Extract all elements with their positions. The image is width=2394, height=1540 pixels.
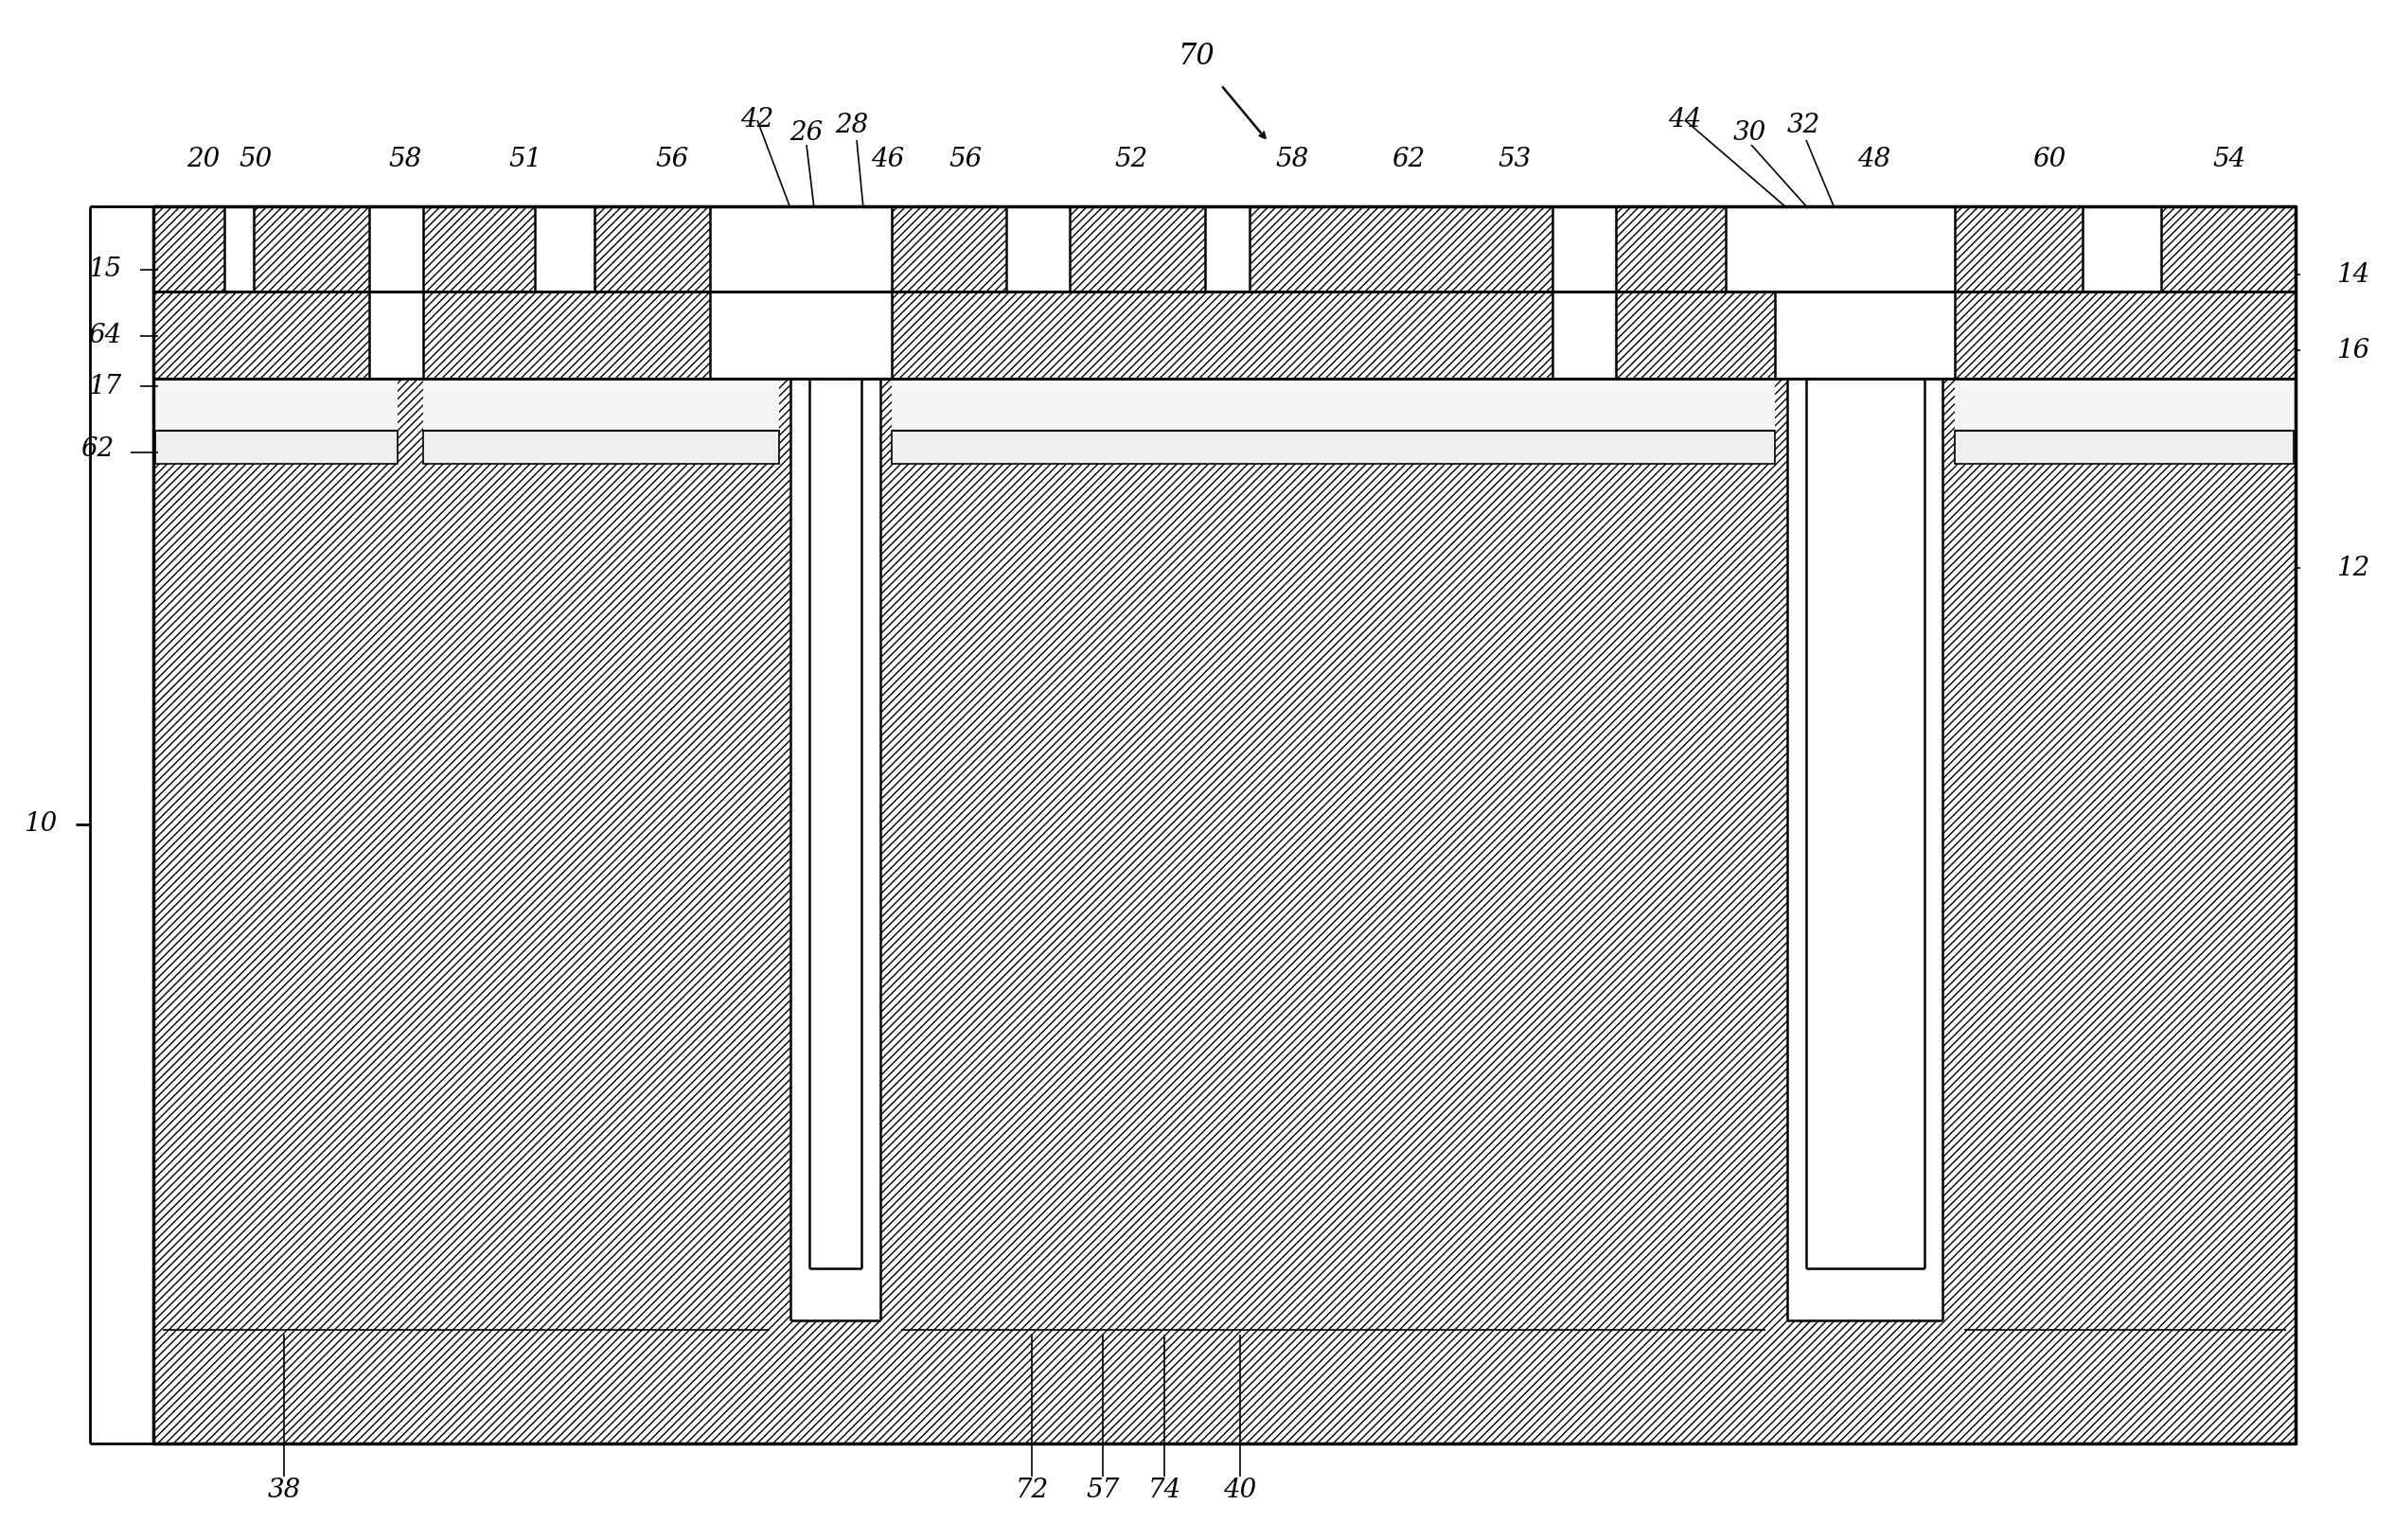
Bar	[891, 379, 1774, 464]
Bar	[153, 206, 2296, 1443]
Bar	[156, 431, 397, 464]
Text: 52: 52	[1116, 146, 1147, 172]
Text: 62: 62	[81, 437, 113, 462]
Text: 44: 44	[1669, 108, 1702, 132]
Text: 12: 12	[2337, 554, 2370, 581]
Bar	[1956, 431, 2293, 464]
Text: 53: 53	[1499, 146, 1532, 172]
Bar	[1726, 206, 1774, 291]
Bar	[1774, 291, 1956, 379]
Text: 14: 14	[2337, 262, 2370, 288]
Text: 58: 58	[1276, 146, 1310, 172]
Text: 70: 70	[1178, 42, 1214, 71]
Text: 72: 72	[1015, 1478, 1049, 1503]
Text: 40: 40	[1223, 1478, 1257, 1503]
Text: 10: 10	[24, 810, 57, 836]
Bar	[711, 291, 891, 379]
Bar	[369, 291, 424, 379]
Text: 16: 16	[2337, 337, 2370, 363]
Text: 38: 38	[268, 1478, 302, 1503]
Bar	[1956, 431, 2293, 464]
Bar	[1788, 379, 1942, 1320]
Text: 28: 28	[836, 112, 869, 139]
Bar	[1805, 379, 1925, 1269]
Text: 30: 30	[1733, 120, 1767, 145]
Bar	[809, 379, 862, 1269]
Text: 51: 51	[508, 146, 541, 172]
Text: 20: 20	[187, 146, 220, 172]
Bar	[790, 379, 881, 1320]
Bar	[809, 379, 862, 1269]
Bar	[1788, 379, 1942, 1320]
Text: 62: 62	[1391, 146, 1424, 172]
Text: 15: 15	[89, 257, 122, 282]
Text: 46: 46	[871, 146, 905, 172]
Bar	[1774, 206, 1956, 291]
Text: 56: 56	[948, 146, 982, 172]
Text: 48: 48	[1858, 146, 1891, 172]
Bar	[424, 431, 778, 464]
Text: 32: 32	[1786, 112, 1819, 139]
Bar	[891, 431, 1774, 464]
Text: 58: 58	[388, 146, 421, 172]
Text: 50: 50	[239, 146, 273, 172]
Bar	[1805, 379, 1925, 1269]
Text: 57: 57	[1087, 1478, 1120, 1503]
Text: 64: 64	[89, 323, 122, 348]
Text: 56: 56	[656, 146, 689, 172]
Text: 74: 74	[1147, 1478, 1180, 1503]
Bar	[369, 206, 424, 291]
Bar	[1551, 291, 1616, 379]
Bar	[778, 206, 891, 291]
Bar	[156, 431, 397, 464]
Bar	[424, 431, 778, 464]
Text: 60: 60	[2033, 146, 2066, 172]
Bar	[711, 206, 778, 291]
Text: 26: 26	[790, 120, 824, 145]
Bar	[534, 206, 594, 291]
Text: 17: 17	[89, 373, 122, 399]
Bar	[893, 431, 1774, 464]
Bar	[1956, 379, 2296, 464]
Bar	[2083, 206, 2162, 291]
Bar	[1204, 206, 1250, 291]
Bar	[1551, 206, 1616, 291]
Text: 42: 42	[740, 108, 773, 132]
Bar	[1005, 206, 1070, 291]
Bar	[790, 379, 881, 1320]
Text: 54: 54	[2212, 146, 2246, 172]
Bar	[225, 206, 254, 291]
Bar	[424, 379, 778, 464]
Bar	[153, 379, 397, 464]
